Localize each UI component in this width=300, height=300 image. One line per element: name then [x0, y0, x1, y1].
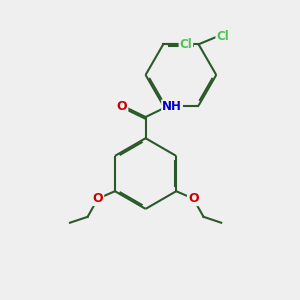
Text: O: O: [117, 100, 127, 112]
Text: Cl: Cl: [179, 38, 192, 51]
Text: NH: NH: [162, 100, 182, 113]
Text: O: O: [93, 192, 103, 205]
Text: Cl: Cl: [216, 31, 229, 44]
Text: O: O: [188, 192, 199, 205]
